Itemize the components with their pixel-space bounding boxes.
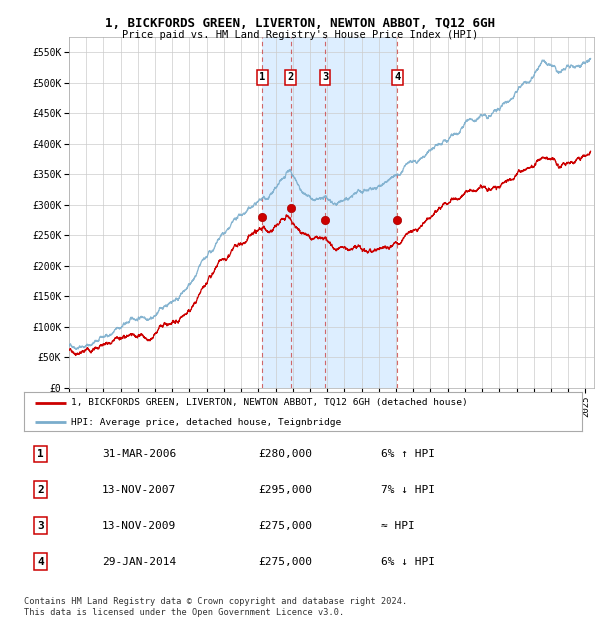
Bar xyxy=(325,37,397,387)
Text: 31-MAR-2006: 31-MAR-2006 xyxy=(102,449,176,459)
Text: £275,000: £275,000 xyxy=(259,557,313,567)
Text: 4: 4 xyxy=(37,557,44,567)
Bar xyxy=(262,37,325,387)
Text: 7% ↓ HPI: 7% ↓ HPI xyxy=(381,485,435,495)
Text: £295,000: £295,000 xyxy=(259,485,313,495)
Text: £280,000: £280,000 xyxy=(259,449,313,459)
Text: Price paid vs. HM Land Registry's House Price Index (HPI): Price paid vs. HM Land Registry's House … xyxy=(122,30,478,40)
Text: 2: 2 xyxy=(287,73,293,82)
Text: 13-NOV-2007: 13-NOV-2007 xyxy=(102,485,176,495)
Text: 29-JAN-2014: 29-JAN-2014 xyxy=(102,557,176,567)
Text: 1: 1 xyxy=(37,449,44,459)
Text: Contains HM Land Registry data © Crown copyright and database right 2024.
This d: Contains HM Land Registry data © Crown c… xyxy=(24,598,407,617)
Text: 1: 1 xyxy=(259,73,266,82)
Text: 6% ↑ HPI: 6% ↑ HPI xyxy=(381,449,435,459)
Text: 1, BICKFORDS GREEN, LIVERTON, NEWTON ABBOT, TQ12 6GH: 1, BICKFORDS GREEN, LIVERTON, NEWTON ABB… xyxy=(105,17,495,30)
Text: 6% ↓ HPI: 6% ↓ HPI xyxy=(381,557,435,567)
Text: HPI: Average price, detached house, Teignbridge: HPI: Average price, detached house, Teig… xyxy=(71,417,341,427)
Text: 3: 3 xyxy=(37,521,44,531)
Text: 1, BICKFORDS GREEN, LIVERTON, NEWTON ABBOT, TQ12 6GH (detached house): 1, BICKFORDS GREEN, LIVERTON, NEWTON ABB… xyxy=(71,398,468,407)
Text: ≈ HPI: ≈ HPI xyxy=(381,521,415,531)
Text: 13-NOV-2009: 13-NOV-2009 xyxy=(102,521,176,531)
Text: 3: 3 xyxy=(322,73,328,82)
Text: 4: 4 xyxy=(394,73,401,82)
Text: £275,000: £275,000 xyxy=(259,521,313,531)
Text: 2: 2 xyxy=(37,485,44,495)
